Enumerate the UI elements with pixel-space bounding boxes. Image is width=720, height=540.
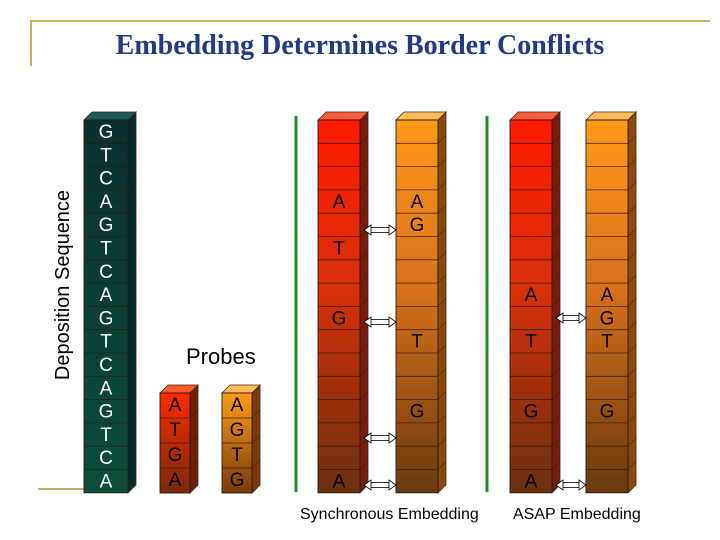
probe1-letter: A — [169, 470, 182, 491]
double-arrow-icon — [555, 479, 587, 491]
sync-right-letter: T — [411, 332, 423, 353]
caption-asap: ASAP Embedding — [513, 506, 641, 523]
deposition-letter: C — [99, 448, 113, 469]
deposition-letter: G — [99, 215, 114, 236]
sync-right-letter: A — [411, 192, 424, 213]
deposition-letter: A — [100, 472, 113, 493]
frame-line-vertical — [30, 20, 32, 66]
deposition-letter: C — [99, 169, 113, 190]
asap-column-right — [585, 111, 637, 494]
double-arrow-icon — [363, 432, 397, 444]
deposition-letter: A — [100, 378, 113, 399]
deposition-letter: A — [100, 192, 113, 213]
sync-left-letter: A — [333, 472, 346, 493]
probes-label: Probes — [186, 344, 256, 369]
probe1-letter: T — [169, 420, 181, 441]
probe1-letter: A — [169, 395, 182, 416]
deposition-letter: C — [99, 355, 113, 376]
frame-line-bottom — [38, 488, 98, 490]
asap-right-letter: T — [601, 332, 613, 353]
probe-column-1 — [159, 384, 199, 494]
asap-right-letter: G — [600, 308, 615, 329]
sync-column-left — [317, 111, 369, 494]
deposition-letter: T — [100, 332, 112, 353]
probe2-letter: G — [230, 420, 245, 441]
deposition-letter: G — [99, 308, 114, 329]
asap-left-letter: A — [525, 285, 538, 306]
deposition-letter: T — [100, 145, 112, 166]
sync-left-letter: T — [333, 239, 345, 260]
probe2-letter: T — [231, 445, 243, 466]
double-arrow-icon — [363, 316, 397, 328]
deposition-letter: G — [99, 402, 114, 423]
probe-column-2 — [221, 384, 261, 494]
asap-right-letter: G — [600, 402, 615, 423]
sync-left-letter: A — [333, 192, 346, 213]
probe1-letter: G — [168, 445, 183, 466]
frame-line-horizontal — [30, 20, 710, 22]
asap-right-letter: A — [601, 285, 614, 306]
caption-synchronous: Synchronous Embedding — [300, 506, 479, 523]
double-arrow-icon — [363, 479, 397, 491]
slide-title: Embedding Determines Border Conflicts — [115, 30, 605, 61]
deposition-letter: G — [99, 122, 114, 143]
double-arrow-icon — [363, 224, 397, 236]
asap-left-letter: G — [524, 402, 539, 423]
sync-left-letter: G — [332, 308, 347, 329]
probe2-letter: G — [230, 470, 245, 491]
asap-column-left — [509, 111, 561, 494]
deposition-letter: T — [100, 425, 112, 446]
sync-column-right — [395, 111, 447, 494]
double-arrow-icon — [555, 312, 587, 324]
sync-right-letter: G — [410, 215, 425, 236]
deposition-letter: C — [99, 262, 113, 283]
asap-left-letter: A — [525, 472, 538, 493]
probe2-letter: A — [231, 395, 244, 416]
deposition-letter: A — [100, 285, 113, 306]
deposition-sequence-column — [83, 111, 137, 494]
asap-left-letter: T — [525, 332, 537, 353]
sync-right-letter: G — [410, 402, 425, 423]
deposition-letter: T — [100, 239, 112, 260]
